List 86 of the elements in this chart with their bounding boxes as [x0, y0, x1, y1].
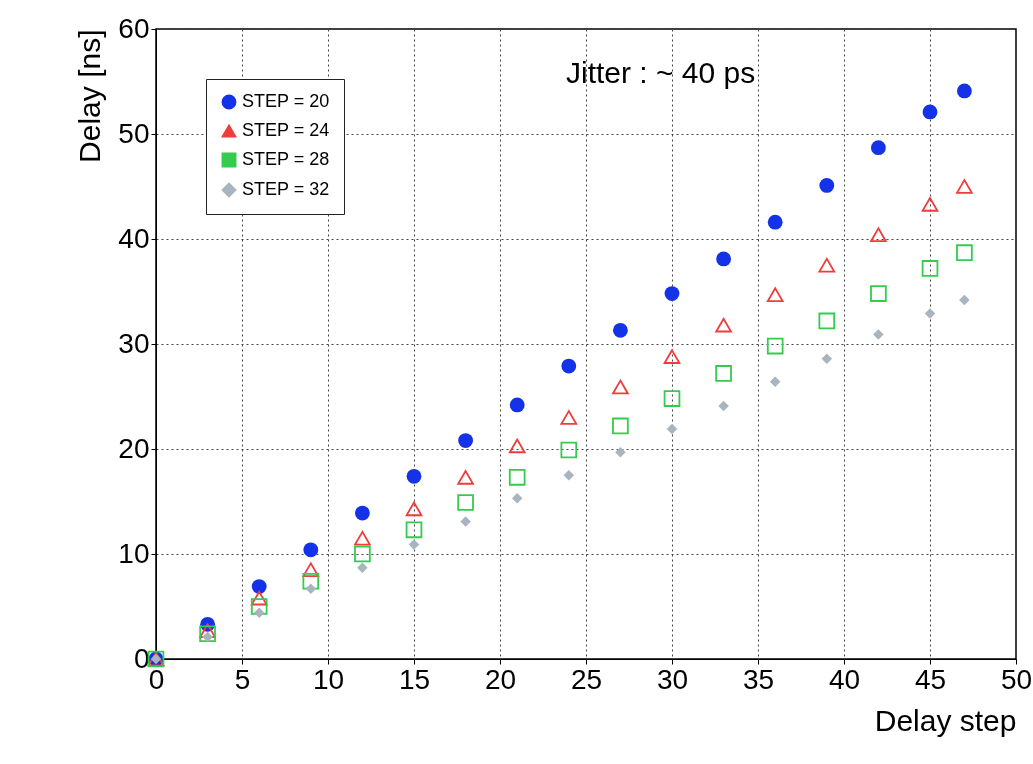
point — [457, 470, 474, 485]
point — [511, 493, 523, 504]
point — [663, 390, 681, 407]
x-tick-label: 20 — [484, 663, 517, 695]
x-tick-label: 45 — [914, 663, 947, 695]
point — [302, 562, 320, 578]
x-tick-label: 15 — [398, 663, 431, 695]
x-axis-title: Delay step — [874, 703, 1017, 737]
point — [956, 244, 973, 261]
y-tick-label: 0 — [133, 642, 150, 674]
x-tick-label: 30 — [656, 663, 689, 695]
x-tick-label: 5 — [234, 663, 251, 695]
y-tick-label: 40 — [118, 222, 150, 254]
point — [821, 353, 833, 364]
point — [354, 545, 371, 563]
point — [664, 286, 680, 301]
y-tick-label: 20 — [118, 432, 150, 464]
x-tick-label: 35 — [742, 663, 775, 695]
y-axis-title: Delay [ns] — [73, 29, 107, 163]
point — [560, 441, 578, 459]
y-tick-label: 50 — [118, 117, 150, 149]
annotation: Jitter : ~ 40 ps — [566, 56, 756, 89]
point — [302, 572, 320, 590]
point — [354, 530, 371, 546]
legend-label: STEP = 20 — [242, 91, 330, 111]
point — [959, 294, 970, 306]
point — [305, 583, 317, 594]
point — [612, 417, 629, 435]
point — [560, 410, 578, 425]
point — [922, 104, 938, 120]
point — [766, 287, 784, 302]
point — [666, 423, 678, 435]
point — [870, 227, 887, 243]
point — [563, 470, 575, 481]
point — [460, 516, 471, 527]
point — [250, 590, 268, 606]
point — [818, 257, 836, 273]
point — [663, 349, 681, 364]
y-tick-label: 60 — [118, 12, 150, 44]
x-tick-label: 25 — [570, 663, 603, 695]
point — [357, 562, 368, 573]
point — [406, 468, 422, 484]
legend-label: STEP = 28 — [242, 149, 330, 169]
point — [612, 322, 628, 338]
point — [612, 379, 629, 395]
point — [199, 623, 216, 638]
point — [250, 598, 268, 615]
point — [457, 494, 474, 511]
point — [715, 365, 732, 382]
point — [458, 433, 474, 448]
point — [818, 312, 836, 330]
point — [956, 83, 972, 99]
point — [870, 140, 886, 156]
point — [870, 285, 887, 302]
point — [199, 625, 216, 643]
point — [769, 376, 781, 388]
point — [716, 251, 732, 267]
point — [408, 539, 420, 550]
point — [873, 329, 884, 340]
point — [767, 214, 783, 230]
point — [508, 469, 526, 486]
x-tick-label: 40 — [828, 663, 861, 695]
point — [766, 337, 784, 355]
point — [253, 607, 265, 619]
legend-label: STEP = 32 — [242, 179, 330, 199]
point — [303, 542, 319, 558]
point — [921, 197, 939, 212]
point — [509, 397, 525, 413]
point — [405, 501, 423, 517]
point — [508, 438, 526, 454]
y-tick-label: 30 — [118, 327, 150, 359]
x-tick-label: 50 — [1000, 663, 1033, 695]
point — [715, 317, 732, 333]
point — [956, 179, 973, 194]
point — [921, 260, 939, 277]
point — [924, 308, 936, 319]
point — [405, 521, 423, 539]
point — [251, 579, 267, 594]
point — [819, 178, 835, 193]
point — [615, 446, 626, 458]
x-tick-label: 10 — [312, 663, 345, 695]
point — [354, 505, 370, 521]
point — [718, 400, 729, 412]
y-tick-label: 10 — [118, 537, 150, 569]
point — [561, 358, 577, 374]
legend-label: STEP = 24 — [242, 120, 330, 140]
